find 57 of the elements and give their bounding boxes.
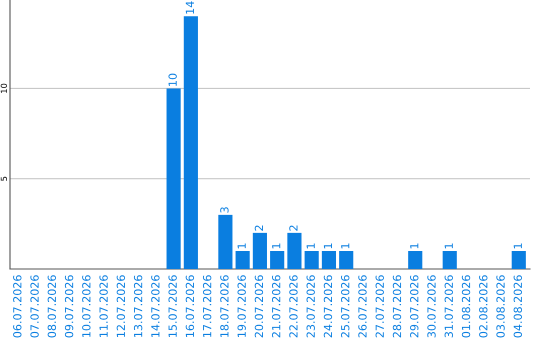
data-label: 10 bbox=[168, 74, 177, 86]
x-tick-label: 22.07.2026 bbox=[289, 275, 298, 338]
data-label: 1 bbox=[444, 244, 453, 248]
x-tick-label: 03.08.2026 bbox=[496, 275, 505, 338]
data-label: 1 bbox=[514, 244, 522, 248]
bar bbox=[270, 250, 284, 269]
x-tick-label: 31.07.2026 bbox=[444, 275, 453, 338]
x-tick-label: 06.07.2026 bbox=[13, 275, 22, 338]
data-label: 14 bbox=[186, 1, 194, 14]
x-tick-label: 07.07.2026 bbox=[30, 275, 39, 338]
bar bbox=[252, 232, 267, 269]
x-tick-label: 26.07.2026 bbox=[358, 275, 367, 338]
bar bbox=[408, 250, 422, 269]
x-tick-label: 28.07.2026 bbox=[392, 275, 402, 338]
x-tick-label: 21.07.2026 bbox=[272, 275, 280, 338]
x-tick-label: 17.07.2026 bbox=[202, 275, 212, 337]
bar bbox=[184, 16, 198, 269]
bar bbox=[287, 232, 302, 269]
bar bbox=[304, 250, 319, 269]
x-tick-label: 27.07.2026 bbox=[376, 275, 384, 338]
x-tick-label: 09.07.2026 bbox=[64, 275, 74, 338]
bar bbox=[166, 88, 181, 269]
x-tick-label: 10.07.2026 bbox=[82, 275, 91, 337]
bar bbox=[236, 250, 250, 269]
x-tick-label: 30.07.2026 bbox=[427, 275, 436, 338]
bar bbox=[339, 250, 354, 269]
data-label: 2 bbox=[254, 226, 263, 231]
data-label: 2 bbox=[289, 226, 298, 231]
x-tick-label: 04.08.2026 bbox=[514, 275, 522, 338]
x-tick-label: 16.07.2026 bbox=[186, 275, 194, 337]
x-tick-label: 14.07.2026 bbox=[151, 275, 160, 337]
data-label: 1 bbox=[410, 244, 418, 248]
data-label: 3 bbox=[220, 207, 229, 213]
x-tick-label: 24.07.2026 bbox=[324, 275, 332, 338]
data-label: 1 bbox=[324, 244, 332, 248]
x-tick-label: 12.07.2026 bbox=[116, 275, 126, 337]
x-tick-label: 19.07.2026 bbox=[237, 275, 246, 337]
data-label: 1 bbox=[238, 244, 246, 248]
x-tick-label: 20.07.2026 bbox=[254, 275, 264, 338]
x-tick-label: 18.07.2026 bbox=[220, 275, 229, 337]
data-label: 1 bbox=[341, 244, 350, 248]
x-tick-label: 01.08.2026 bbox=[462, 275, 470, 338]
bar bbox=[442, 250, 457, 269]
data-label: 1 bbox=[306, 244, 315, 248]
x-tick-label: 08.07.2026 bbox=[48, 275, 56, 338]
x-tick-label: 13.07.2026 bbox=[134, 275, 142, 337]
x-tick-label: 11.07.2026 bbox=[99, 275, 108, 337]
bar bbox=[322, 250, 336, 269]
data-label: 1 bbox=[272, 244, 280, 248]
x-tick-label: 23.07.2026 bbox=[306, 275, 315, 338]
y-tick-label: 5 bbox=[0, 176, 7, 181]
bar bbox=[512, 250, 526, 269]
x-tick-label: 25.07.2026 bbox=[341, 275, 350, 338]
x-tick-label: 29.07.2026 bbox=[410, 275, 418, 338]
bar bbox=[218, 214, 232, 269]
x-tick-label: 02.08.2026 bbox=[479, 275, 488, 338]
x-tick-label: 15.07.2026 bbox=[168, 275, 177, 337]
